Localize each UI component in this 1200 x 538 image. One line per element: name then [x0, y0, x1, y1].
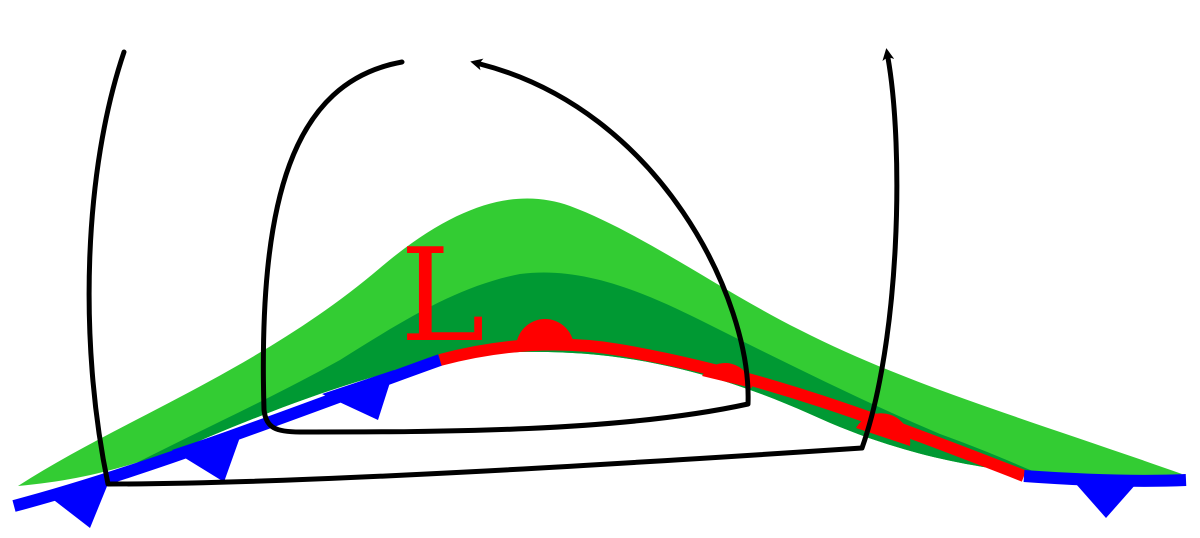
cold-front-triangle-icon — [322, 370, 394, 420]
warm-front-line — [438, 338, 1027, 482]
airflow-streamline-inner — [260, 58, 751, 435]
airflow-streamline-outer — [86, 48, 900, 487]
cold-front-triangle-icon — [172, 426, 244, 482]
precip-inner-area — [90, 272, 1040, 488]
cold-front-triangle-icon — [46, 474, 112, 528]
cold-front-triangle-icon — [1076, 484, 1136, 518]
cold-front-line-east — [1023, 470, 1187, 487]
warm-front-semicircle-icon — [702, 363, 752, 388]
warm-front-semicircle-icon — [516, 319, 574, 348]
low-pressure-label: L — [400, 222, 485, 371]
